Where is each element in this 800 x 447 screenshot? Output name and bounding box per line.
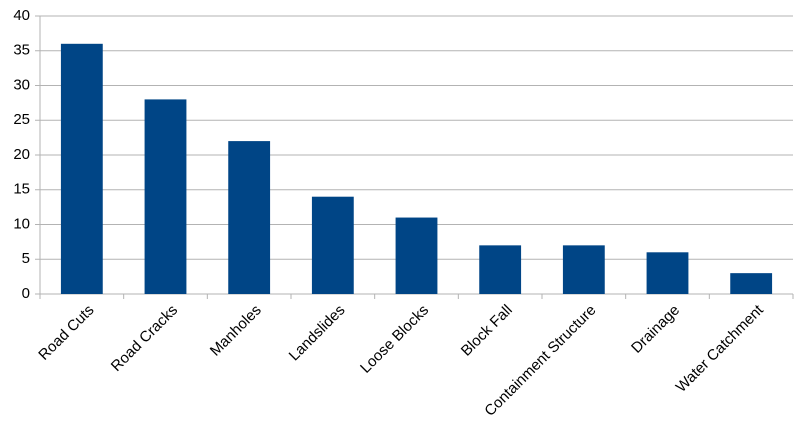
x-tick-label: Water Catchment — [673, 301, 768, 396]
x-tick-label: Manholes — [207, 302, 265, 360]
x-tick-label: Landslides — [286, 302, 349, 365]
bar — [479, 245, 522, 294]
y-tick-label: 15 — [13, 181, 30, 198]
x-tick-label: Loose Blocks — [357, 302, 432, 377]
y-tick-label: 0 — [22, 285, 30, 302]
y-tick-label: 35 — [13, 42, 30, 59]
bar — [311, 196, 354, 294]
bar — [562, 245, 605, 294]
bar — [144, 99, 187, 295]
y-tick-label: 10 — [13, 215, 30, 232]
x-tick-label: Drainage — [628, 302, 683, 357]
x-tick-label: Road Cuts — [35, 302, 97, 364]
y-tick-label: 25 — [13, 111, 30, 128]
bar — [228, 141, 271, 294]
x-tick-label: Block Fall — [458, 302, 516, 360]
bar — [646, 252, 689, 294]
bar — [730, 273, 773, 294]
y-tick-label: 20 — [13, 146, 30, 163]
y-tick-label: 40 — [13, 7, 30, 24]
bar — [60, 43, 103, 294]
bar — [395, 217, 438, 294]
x-tick-label: Road Cracks — [108, 302, 181, 375]
y-tick-label: 5 — [22, 250, 30, 267]
y-tick-label: 30 — [13, 76, 30, 93]
